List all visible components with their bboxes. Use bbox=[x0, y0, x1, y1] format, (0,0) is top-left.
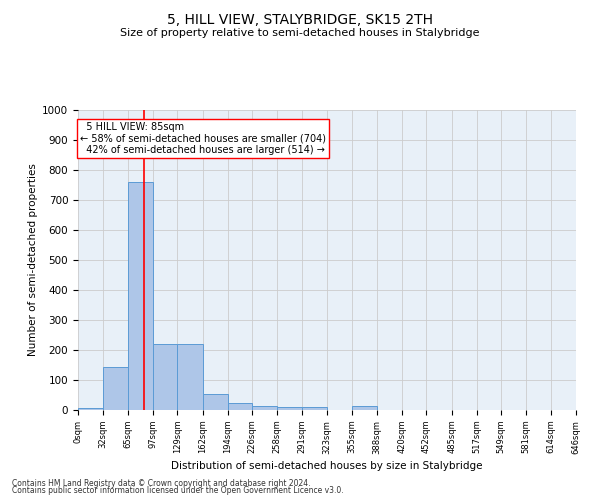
Bar bbox=[277, 407, 302, 410]
Bar bbox=[178, 344, 203, 410]
Text: Contains HM Land Registry data © Crown copyright and database right 2024.: Contains HM Land Registry data © Crown c… bbox=[12, 478, 311, 488]
Bar bbox=[352, 406, 377, 410]
Text: Contains public sector information licensed under the Open Government Licence v3: Contains public sector information licen… bbox=[12, 486, 344, 495]
Bar bbox=[128, 182, 153, 410]
Text: 5, HILL VIEW, STALYBRIDGE, SK15 2TH: 5, HILL VIEW, STALYBRIDGE, SK15 2TH bbox=[167, 12, 433, 26]
Text: 5 HILL VIEW: 85sqm
← 58% of semi-detached houses are smaller (704)
  42% of semi: 5 HILL VIEW: 85sqm ← 58% of semi-detache… bbox=[80, 122, 326, 155]
Bar bbox=[153, 344, 178, 410]
Text: Size of property relative to semi-detached houses in Stalybridge: Size of property relative to semi-detach… bbox=[120, 28, 480, 38]
Bar bbox=[203, 394, 227, 410]
Bar bbox=[302, 407, 327, 410]
Bar bbox=[252, 406, 277, 410]
Y-axis label: Number of semi-detached properties: Number of semi-detached properties bbox=[28, 164, 38, 356]
X-axis label: Distribution of semi-detached houses by size in Stalybridge: Distribution of semi-detached houses by … bbox=[171, 460, 483, 470]
Bar bbox=[103, 366, 128, 410]
Bar bbox=[78, 408, 103, 410]
Bar bbox=[227, 402, 252, 410]
